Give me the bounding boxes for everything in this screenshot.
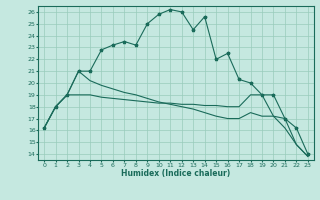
X-axis label: Humidex (Indice chaleur): Humidex (Indice chaleur) — [121, 169, 231, 178]
